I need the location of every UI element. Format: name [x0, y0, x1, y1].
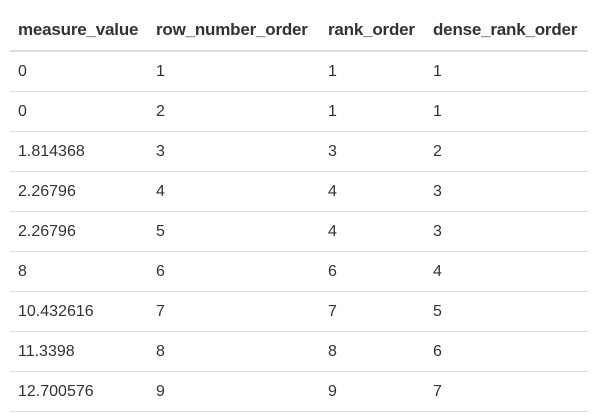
cell-dense-rank-order: 6 — [425, 331, 588, 372]
cell-measure-value: 11.3398 — [10, 331, 148, 372]
table-row: 1.814368 3 3 2 — [10, 131, 588, 172]
cell-dense-rank-order: 3 — [425, 211, 588, 252]
cell-dense-rank-order: 4 — [425, 251, 588, 292]
cell-dense-rank-order: 1 — [425, 51, 588, 92]
cell-dense-rank-order: 3 — [425, 171, 588, 212]
cell-measure-value: 12.700576 — [10, 371, 148, 412]
cell-rank-order: 6 — [320, 251, 425, 292]
table-row: 12.700576 9 9 7 — [10, 371, 588, 412]
cell-dense-rank-order: 1 — [425, 91, 588, 132]
cell-row-number-order: 1 — [148, 51, 320, 92]
cell-row-number-order: 9 — [148, 371, 320, 412]
table-row: 2.26796 4 4 3 — [10, 171, 588, 212]
cell-measure-value: 0 — [10, 51, 148, 92]
table-row: 8 6 6 4 — [10, 251, 588, 292]
cell-row-number-order: 2 — [148, 91, 320, 132]
cell-dense-rank-order: 7 — [425, 371, 588, 412]
cell-row-number-order: 6 — [148, 251, 320, 292]
table-row: 2.26796 5 4 3 — [10, 211, 588, 252]
cell-measure-value: 2.26796 — [10, 171, 148, 212]
cell-rank-order: 4 — [320, 211, 425, 252]
cell-rank-order: 4 — [320, 171, 425, 212]
cell-row-number-order: 8 — [148, 331, 320, 372]
cell-row-number-order: 7 — [148, 291, 320, 332]
cell-row-number-order: 4 — [148, 171, 320, 212]
cell-rank-order: 1 — [320, 51, 425, 92]
table-header: measure_value row_number_order rank_orde… — [10, 10, 588, 52]
cell-row-number-order: 3 — [148, 131, 320, 172]
results-table: measure_value row_number_order rank_orde… — [10, 10, 588, 412]
table-row: 11.3398 8 8 6 — [10, 331, 588, 372]
cell-measure-value: 0 — [10, 91, 148, 132]
cell-measure-value: 1.814368 — [10, 131, 148, 172]
header-row: measure_value row_number_order rank_orde… — [10, 10, 588, 52]
table-row: 0 1 1 1 — [10, 51, 588, 92]
cell-rank-order: 8 — [320, 331, 425, 372]
cell-rank-order: 7 — [320, 291, 425, 332]
cell-row-number-order: 5 — [148, 211, 320, 252]
table-row: 10.432616 7 7 5 — [10, 291, 588, 332]
cell-rank-order: 9 — [320, 371, 425, 412]
cell-rank-order: 1 — [320, 91, 425, 132]
cell-measure-value: 8 — [10, 251, 148, 292]
cell-dense-rank-order: 5 — [425, 291, 588, 332]
column-header-rank-order: rank_order — [320, 10, 425, 52]
column-header-dense-rank-order: dense_rank_order — [425, 10, 588, 52]
cell-rank-order: 3 — [320, 131, 425, 172]
column-header-row-number-order: row_number_order — [148, 10, 320, 52]
column-header-measure-value: measure_value — [10, 10, 148, 52]
cell-measure-value: 10.432616 — [10, 291, 148, 332]
cell-measure-value: 2.26796 — [10, 211, 148, 252]
table-row: 0 2 1 1 — [10, 91, 588, 132]
cell-dense-rank-order: 2 — [425, 131, 588, 172]
table-body: 0 1 1 1 0 2 1 1 1.814368 3 3 2 2.26796 4… — [10, 51, 588, 412]
results-table-container: measure_value row_number_order rank_orde… — [10, 10, 588, 412]
